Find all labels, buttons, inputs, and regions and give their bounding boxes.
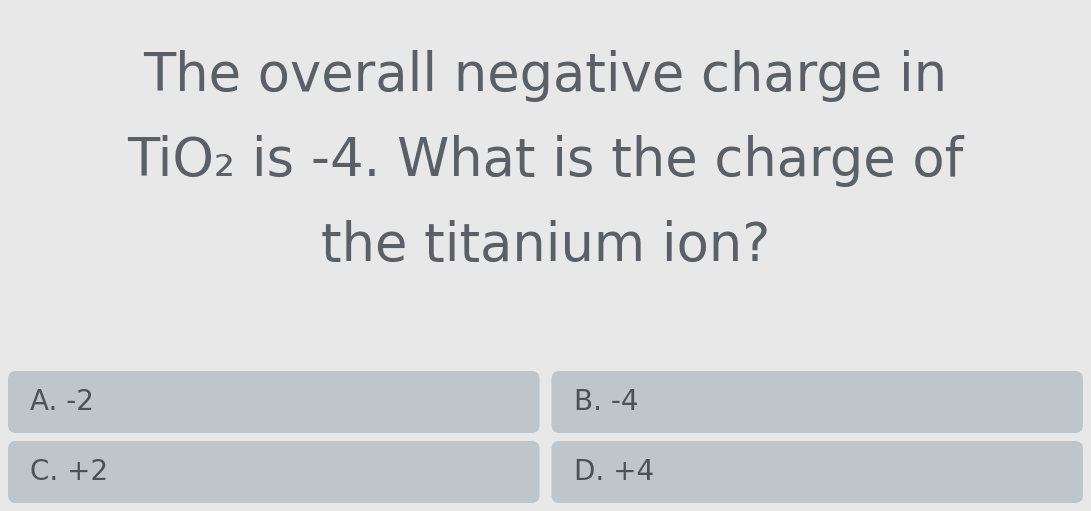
Text: A. -2: A. -2 xyxy=(29,388,94,416)
Text: B. -4: B. -4 xyxy=(574,388,638,416)
Text: TiO₂ is -4. What is the charge of: TiO₂ is -4. What is the charge of xyxy=(128,135,963,187)
Text: C. +2: C. +2 xyxy=(29,458,108,486)
Text: D. +4: D. +4 xyxy=(574,458,654,486)
FancyBboxPatch shape xyxy=(8,441,540,503)
FancyBboxPatch shape xyxy=(551,441,1083,503)
Text: the titanium ion?: the titanium ion? xyxy=(321,220,770,272)
FancyBboxPatch shape xyxy=(551,371,1083,433)
Text: The overall negative charge in: The overall negative charge in xyxy=(143,50,948,102)
FancyBboxPatch shape xyxy=(8,371,540,433)
